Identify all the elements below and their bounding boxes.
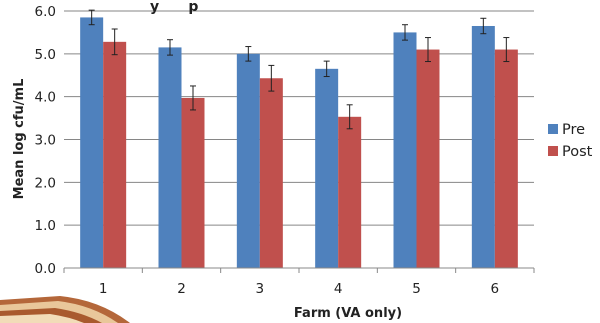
legend: Pre Post (548, 122, 593, 160)
error-bar-pre-farm-4 (323, 60, 330, 78)
x-axis-title: Farm (VA only) (294, 306, 402, 321)
legend-label-pre: Pre (562, 122, 585, 138)
y-tick-label: 3.0 (35, 133, 56, 149)
gridlines (64, 10, 534, 226)
y-axis-ticks: 0.0 1.0 2.0 3.0 4.0 5.0 6.0 (35, 4, 56, 277)
x-tick-label: 2 (177, 281, 186, 297)
x-tick-label: 5 (412, 281, 421, 297)
error-bar-pre-farm-3 (245, 46, 252, 62)
y-tick-label: 2.0 (35, 175, 56, 191)
x-axis-ticks: 1 2 3 4 5 6 (63, 268, 535, 297)
x-tick-label: 6 (491, 281, 500, 297)
error-bar-pre-farm-6 (480, 17, 487, 35)
bar-post-farm-1 (103, 41, 127, 269)
bar-pre-farm-4 (315, 68, 339, 268)
chart-title-fragment: y p (150, 0, 198, 15)
bars (80, 17, 518, 269)
bar-post-farm-3 (259, 78, 283, 268)
error-bar-post-farm-5 (425, 37, 431, 63)
error-bar-post-farm-4 (346, 104, 353, 130)
error-bar-post-farm-6 (503, 37, 510, 63)
legend-swatch-post (548, 146, 558, 156)
y-tick-label: 4.0 (35, 90, 56, 106)
error-bar-pre-farm-1 (88, 9, 95, 26)
bar-pre-farm-3 (236, 53, 260, 269)
bar-post-farm-5 (416, 49, 440, 268)
bar-pre-farm-6 (471, 25, 495, 268)
bar-pre-farm-2 (158, 47, 182, 269)
bar-post-farm-2 (181, 97, 205, 269)
y-tick-label: 1.0 (35, 218, 56, 234)
x-tick-label: 4 (334, 281, 343, 297)
y-axis-title: Mean log cfu/mL (12, 79, 27, 200)
y-tick-label: 6.0 (35, 4, 56, 20)
x-tick-label: 1 (99, 281, 108, 297)
bar-pre-farm-5 (393, 32, 417, 268)
bar-post-farm-6 (494, 49, 518, 268)
bar-pre-farm-1 (80, 17, 104, 268)
error-bar-pre-farm-5 (402, 24, 408, 41)
error-bar-post-farm-2 (190, 85, 196, 111)
error-bar-post-farm-1 (111, 28, 118, 56)
book-corner-graphic (0, 296, 130, 323)
bar-post-farm-4 (338, 116, 362, 268)
error-bars (88, 9, 510, 130)
y-tick-label: 5.0 (35, 47, 56, 63)
error-bar-pre-farm-2 (167, 39, 173, 56)
y-tick-label: 0.0 (35, 261, 56, 277)
legend-swatch-pre (548, 124, 558, 134)
legend-label-post: Post (562, 144, 593, 160)
x-tick-label: 3 (256, 281, 265, 297)
error-bar-post-farm-3 (268, 64, 275, 92)
